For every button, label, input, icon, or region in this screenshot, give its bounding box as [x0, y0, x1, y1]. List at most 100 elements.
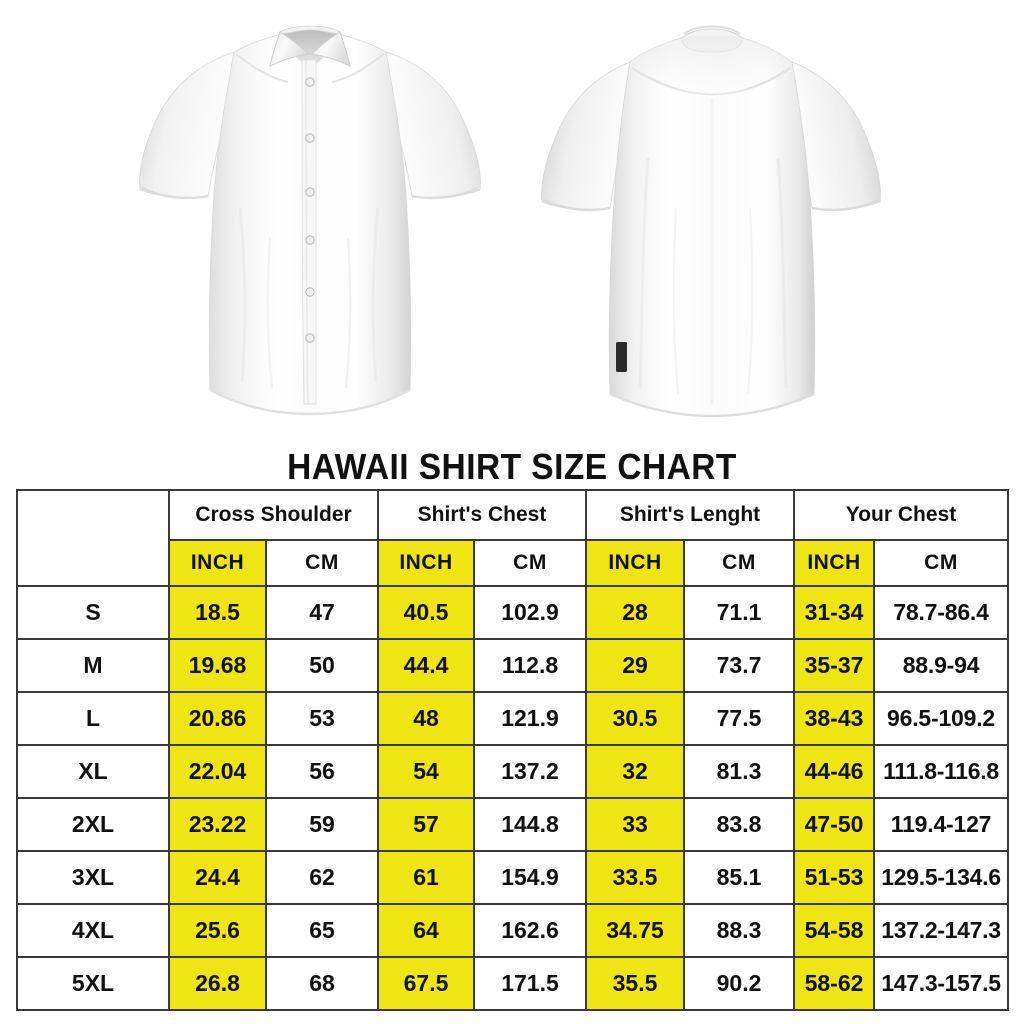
cell-chest-cm: 162.6: [473, 903, 587, 958]
cell-length-cm: 90.2: [682, 956, 796, 1011]
cell-your-chest-inch: 44-46: [793, 744, 876, 799]
cell-cross-shoulder-cm: 65: [265, 903, 379, 958]
cell-your-chest-cm: 137.2-147.3: [873, 903, 1010, 958]
shirt-front-icon: [139, 25, 481, 416]
group-header-shirts-length: Shirt's Lenght: [584, 489, 796, 541]
unit-header-cross-shoulder-cm: CM: [265, 539, 379, 587]
cell-length-cm: 83.8: [682, 797, 796, 852]
cell-length-cm: 77.5: [682, 691, 796, 746]
cell-your-chest-cm: 119.4-127: [873, 797, 1010, 852]
cell-size: 3XL: [16, 850, 170, 905]
cell-size: M: [16, 638, 170, 693]
table-row: 4XL 25.6 65 64 162.6 34.75 88.3 54-58 13…: [16, 903, 1010, 958]
cell-cross-shoulder-cm: 68: [265, 956, 379, 1011]
cell-length-inch: 32: [585, 744, 685, 799]
cell-cross-shoulder-cm: 47: [265, 585, 379, 640]
unit-header-your-chest-cm: CM: [873, 539, 1010, 587]
cell-your-chest-inch: 58-62: [793, 956, 876, 1011]
cell-chest-cm: 112.8: [473, 638, 587, 693]
cell-length-inch: 30.5: [585, 691, 685, 746]
group-header-your-chest: Your Chest: [793, 489, 1010, 541]
cell-length-inch: 33: [585, 797, 685, 852]
cell-length-cm: 88.3: [682, 903, 796, 958]
table-row: XL 22.04 56 54 137.2 32 81.3 44-46 111.8…: [16, 744, 1010, 799]
cell-chest-inch: 57: [377, 797, 475, 852]
cell-chest-cm: 102.9: [473, 585, 587, 640]
cell-cross-shoulder-cm: 50: [265, 638, 379, 693]
cell-chest-inch: 44.4: [377, 638, 475, 693]
cell-your-chest-inch: 38-43: [793, 691, 876, 746]
cell-length-cm: 81.3: [682, 744, 796, 799]
cell-size: L: [16, 691, 170, 746]
cell-length-inch: 28: [585, 585, 685, 640]
cell-chest-cm: 171.5: [473, 956, 587, 1011]
unit-header-length-cm: CM: [682, 539, 796, 587]
cell-chest-inch: 64: [377, 903, 475, 958]
group-header-cross-shoulder: Cross Shoulder: [168, 489, 379, 541]
cell-length-inch: 34.75: [585, 903, 685, 958]
table-row: 2XL 23.22 59 57 144.8 33 83.8 47-50 119.…: [16, 797, 1010, 852]
cell-cross-shoulder-inch: 19.68: [168, 638, 267, 693]
cell-length-inch: 35.5: [585, 956, 685, 1011]
cell-your-chest-cm: 129.5-134.6: [873, 850, 1010, 905]
cell-your-chest-inch: 35-37: [793, 638, 876, 693]
table-row: 3XL 24.4 62 61 154.9 33.5 85.1 51-53 129…: [16, 850, 1010, 905]
cell-size: 4XL: [16, 903, 170, 958]
unit-header-chest-cm: CM: [473, 539, 587, 587]
cell-chest-cm: 137.2: [473, 744, 587, 799]
cell-cross-shoulder-cm: 62: [265, 850, 379, 905]
cell-length-inch: 29: [585, 638, 685, 693]
table-unit-header-row: INCH CM INCH CM INCH CM INCH CM: [17, 539, 1010, 587]
unit-header-cross-shoulder-inch: INCH: [168, 539, 267, 587]
unit-header-your-chest-inch: INCH: [793, 539, 876, 587]
cell-length-cm: 71.1: [682, 585, 796, 640]
cell-size: 2XL: [16, 797, 170, 852]
cell-your-chest-cm: 88.9-94: [873, 638, 1010, 693]
cell-chest-inch: 61: [377, 850, 475, 905]
cell-cross-shoulder-inch: 25.6: [168, 903, 267, 958]
cell-chest-inch: 54: [377, 744, 475, 799]
cell-cross-shoulder-inch: 20.86: [168, 691, 267, 746]
shirt-back-view: [530, 8, 890, 436]
cell-length-cm: 85.1: [682, 850, 796, 905]
unit-header-length-inch: INCH: [585, 539, 685, 587]
cell-size: 5XL: [16, 956, 170, 1011]
cell-cross-shoulder-cm: 53: [265, 691, 379, 746]
cell-cross-shoulder-inch: 18.5: [168, 585, 267, 640]
cell-size: S: [16, 585, 170, 640]
table-row: 5XL 26.8 68 67.5 171.5 35.5 90.2 58-62 1…: [16, 956, 1010, 1011]
cell-your-chest-cm: 111.8-116.8: [873, 744, 1010, 799]
cell-length-inch: 33.5: [585, 850, 685, 905]
cell-cross-shoulder-cm: 59: [265, 797, 379, 852]
table-row: M 19.68 50 44.4 112.8 29 73.7 35-37 88.9…: [16, 638, 1010, 693]
cell-your-chest-inch: 31-34: [793, 585, 876, 640]
cell-cross-shoulder-cm: 56: [265, 744, 379, 799]
cell-cross-shoulder-inch: 23.22: [168, 797, 267, 852]
shirt-front-view: [130, 8, 490, 436]
cell-chest-inch: 67.5: [377, 956, 475, 1011]
cell-length-cm: 73.7: [682, 638, 796, 693]
cell-your-chest-inch: 47-50: [793, 797, 876, 852]
cell-your-chest-cm: 147.3-157.5: [873, 956, 1010, 1011]
hem-tag-icon: [616, 342, 627, 372]
shirt-back-icon: [541, 25, 881, 418]
size-chart-table: Cross Shoulder Shirt's Chest Shirt's Len…: [16, 489, 1010, 1011]
cell-chest-cm: 144.8: [473, 797, 587, 852]
group-header-shirts-chest: Shirt's Chest: [377, 489, 587, 541]
cell-your-chest-cm: 96.5-109.2: [873, 691, 1010, 746]
table-row: L 20.86 53 48 121.9 30.5 77.5 38-43 96.5…: [16, 691, 1010, 746]
cell-cross-shoulder-inch: 26.8: [168, 956, 267, 1011]
cell-chest-inch: 40.5: [377, 585, 475, 640]
unit-header-chest-inch: INCH: [377, 539, 475, 587]
cell-chest-cm: 154.9: [473, 850, 587, 905]
cell-your-chest-inch: 51-53: [793, 850, 876, 905]
corner-cell: [16, 489, 170, 587]
table-row: S 18.5 47 40.5 102.9 28 71.1 31-34 78.7-…: [16, 585, 1010, 640]
cell-cross-shoulder-inch: 22.04: [168, 744, 267, 799]
shirt-illustrations: [0, 0, 1024, 442]
cell-cross-shoulder-inch: 24.4: [168, 850, 267, 905]
cell-your-chest-inch: 54-58: [793, 903, 876, 958]
cell-chest-inch: 48: [377, 691, 475, 746]
page-title: HAWAII SHIRT SIZE CHART: [287, 446, 737, 487]
